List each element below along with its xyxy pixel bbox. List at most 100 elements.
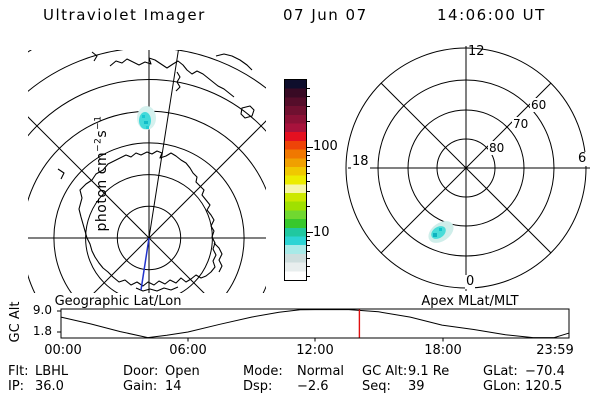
auroral-emission-geo	[137, 106, 156, 130]
coastlines	[57, 51, 255, 292]
status-ip-value: 36.0	[35, 379, 64, 394]
status-door-value: Open	[165, 364, 200, 379]
status-gain-label: Gain:	[123, 379, 158, 394]
colorbar-gradient	[284, 79, 307, 281]
status-glat-label: GLat:	[483, 364, 518, 379]
auroral-emission-apex	[428, 221, 454, 243]
status-seq-label: Seq:	[362, 379, 391, 394]
colorbar-label-exp2: −2	[93, 137, 104, 152]
strip-ylabel: GC Alt	[8, 301, 23, 343]
meridian-lines	[28, 50, 266, 293]
colorbar-tick	[307, 245, 310, 246]
status-door: Door: Open	[123, 364, 200, 380]
colorbar-label-text: photon cm	[94, 151, 111, 232]
coast-detail-east	[213, 242, 223, 273]
colorbar-axis-label: photon cm−2s−1	[93, 44, 111, 304]
colorbar-tick-100: 100	[313, 139, 338, 154]
status-glon-value: 120.5	[525, 379, 563, 394]
colorbar-tick	[307, 173, 310, 174]
date-label: 07 Jun 07	[283, 6, 368, 24]
terminator-line	[148, 50, 179, 239]
status-dsp: Dsp: −2.6	[243, 379, 329, 395]
status-door-label: Door:	[123, 364, 159, 379]
time-label: 14:06:00 UT	[437, 6, 546, 24]
status-glon-label: GLon:	[483, 379, 521, 394]
colorbar-tick	[307, 191, 310, 192]
strip-xticks	[187, 338, 444, 342]
coast-top-right	[215, 53, 253, 71]
status-flt-label: Flt:	[8, 364, 29, 379]
colorbar-tick	[307, 236, 310, 237]
strip-ytick-18: 1.8	[32, 324, 52, 338]
strip-ytick-9: 9.0	[32, 303, 52, 317]
colorbar-tick	[307, 166, 310, 167]
colorbar-tick	[307, 240, 310, 241]
apex-polar-grid	[345, 46, 590, 291]
gc-alt-strip	[57, 308, 570, 342]
strip-yticks	[57, 310, 61, 333]
status-dsp-value: −2.6	[297, 379, 329, 394]
app-title: Ultraviolet Imager	[43, 6, 206, 24]
mlt-spokes	[348, 46, 590, 291]
colorbar-tick	[307, 266, 310, 267]
mlt-label-12: 12	[468, 44, 485, 59]
colorbar-tick	[307, 88, 310, 89]
status-flt-value: LBHL	[35, 364, 69, 379]
status-mode: Mode: Normal	[243, 364, 344, 380]
status-gain-value: 14	[165, 379, 182, 394]
colorbar-tick	[307, 206, 310, 207]
colorbar-label-exp1: −1	[93, 115, 104, 130]
status-glon: GLon: 120.5	[483, 379, 562, 395]
mlt-label-0: 0	[465, 274, 476, 289]
status-glat-value: −70.4	[525, 364, 565, 379]
colorbar-tick	[307, 232, 313, 233]
australia-coastline	[109, 57, 235, 98]
apex-plot-caption: Apex MLat/MLT	[421, 294, 519, 309]
orbit-track-line	[140, 237, 150, 291]
status-gcalt: GC Alt: 9.1 Re	[362, 364, 449, 380]
colorbar-tick	[307, 106, 310, 107]
status-ip: IP: 36.0	[8, 379, 64, 395]
strip-xtick-2359: 23:59	[536, 343, 574, 358]
gc-alt-curve	[60, 309, 569, 339]
coast-topleft-fragment	[91, 51, 98, 62]
strip-frame	[60, 308, 570, 339]
mlt-label-6: 6	[577, 151, 588, 166]
colorbar-tick	[307, 160, 310, 161]
status-ip-label: IP:	[8, 379, 25, 394]
island-coastline	[240, 105, 255, 119]
geo-map-caption: Geographic Lat/Lon	[54, 294, 182, 309]
mlat-label-70: 70	[512, 117, 530, 131]
tasmania-coastline	[175, 71, 181, 92]
status-glat: GLat: −70.4	[483, 364, 565, 380]
colorbar-tick	[307, 147, 313, 148]
colorbar-tick	[307, 181, 310, 182]
status-gcalt-label: GC Alt:	[362, 364, 408, 379]
status-mode-label: Mode:	[243, 364, 283, 379]
colorbar-tick	[307, 155, 310, 156]
strip-xtick-1800: 18:00	[424, 343, 462, 358]
status-seq-value: 39	[408, 379, 425, 394]
colorbar-tick	[307, 151, 310, 152]
coast-left-fragment	[57, 168, 65, 180]
mlat-label-80: 80	[488, 141, 506, 155]
mlt-label-18: 18	[351, 154, 370, 169]
strip-xtick-0600: 06:00	[169, 343, 207, 358]
colorbar-tick-10: 10	[313, 225, 330, 240]
status-gain: Gain: 14	[123, 379, 182, 395]
colorbar-label-s: s	[94, 129, 111, 138]
colorbar-tick	[307, 258, 310, 259]
strip-xtick-1200: 12:00	[296, 343, 334, 358]
status-gcalt-value: 9.1 Re	[408, 364, 450, 379]
geographic-polar-map	[28, 50, 266, 293]
strip-xtick-0000: 00:00	[44, 343, 82, 358]
coast-detail-south	[135, 286, 179, 292]
status-seq: Seq: 39	[362, 379, 425, 395]
colorbar-tick	[307, 251, 310, 252]
mlat-label-60: 60	[530, 98, 548, 112]
antarctica-coastline	[78, 150, 217, 287]
status-flt: Flt: LBHL	[8, 364, 68, 380]
status-dsp-label: Dsp:	[243, 379, 273, 394]
colorbar-tick	[307, 96, 310, 97]
